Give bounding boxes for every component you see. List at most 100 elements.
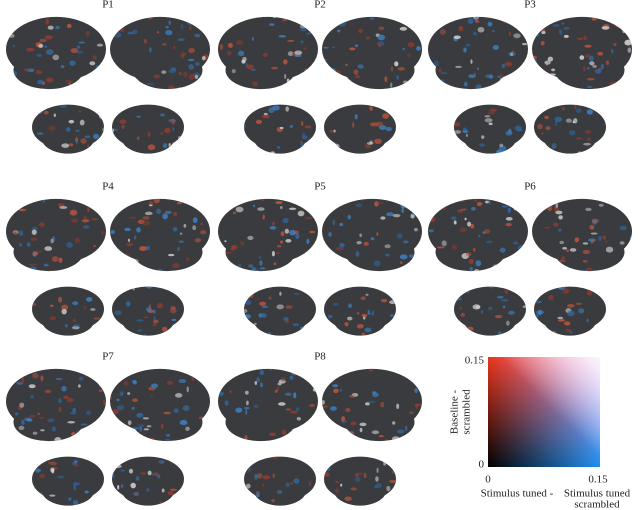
activation-speckle	[54, 437, 62, 442]
activation-speckle	[390, 334, 396, 336]
activation-speckle	[143, 316, 149, 319]
brain-surface	[322, 368, 422, 442]
brain-panel: P6	[428, 181, 632, 336]
activation-speckle	[119, 391, 124, 397]
activation-speckle	[40, 375, 44, 382]
activation-speckle	[428, 264, 432, 270]
activation-speckle	[353, 69, 359, 75]
activation-speckle	[256, 377, 261, 383]
activation-speckle	[294, 54, 302, 58]
activation-speckle	[544, 226, 551, 229]
activation-speckle	[383, 147, 389, 153]
activation-speckle	[337, 29, 341, 33]
activation-speckle	[16, 198, 21, 203]
activation-speckle	[143, 38, 148, 44]
activation-speckle	[293, 292, 301, 296]
brain-panel: P8	[218, 351, 422, 506]
activation-speckle	[73, 324, 81, 327]
activation-speckle	[269, 23, 275, 27]
activation-speckle	[67, 421, 76, 424]
activation-speckle	[339, 222, 344, 227]
activation-speckle	[476, 67, 479, 71]
activation-speckle	[224, 240, 227, 243]
activation-speckle	[536, 16, 541, 19]
activation-speckle	[541, 30, 546, 35]
activation-speckle	[601, 26, 610, 30]
activation-speckle	[175, 333, 180, 336]
activation-speckle	[202, 375, 206, 379]
activation-speckle	[412, 76, 421, 83]
activation-speckle	[132, 287, 135, 291]
activation-speckle	[537, 331, 544, 334]
activation-speckle	[349, 47, 356, 51]
activation-speckle	[44, 45, 47, 49]
activation-speckle	[263, 104, 267, 105]
brain-surface	[110, 368, 210, 442]
activation-speckle	[305, 68, 308, 73]
activation-speckle	[428, 229, 434, 233]
activation-speckle	[524, 104, 526, 108]
activation-speckle	[374, 452, 377, 454]
legend-x-max: 0.15	[588, 474, 608, 486]
activation-speckle	[204, 198, 209, 202]
activation-speckle	[83, 215, 87, 220]
activation-speckle	[344, 496, 352, 501]
activation-speckle	[171, 318, 177, 321]
activation-speckle	[467, 289, 470, 294]
activation-speckle	[112, 108, 116, 114]
activation-speckle	[101, 375, 106, 380]
activation-speckle	[127, 420, 132, 426]
activation-speckle	[15, 198, 19, 202]
activation-speckle	[165, 29, 173, 36]
activation-speckle	[512, 18, 515, 22]
activation-speckle	[615, 24, 622, 28]
activation-speckle	[296, 86, 304, 89]
activation-speckle	[548, 294, 554, 301]
activation-speckle	[77, 50, 84, 54]
activation-speckle	[512, 241, 519, 245]
activation-speckle	[335, 246, 344, 251]
activation-speckle	[287, 51, 294, 57]
activation-speckle	[520, 97, 522, 101]
activation-speckle	[230, 81, 235, 87]
activation-speckle	[276, 245, 282, 248]
activation-speckle	[15, 412, 19, 416]
activation-speckle	[627, 47, 632, 53]
activation-speckle	[103, 19, 106, 23]
activation-speckle	[494, 314, 503, 319]
activation-speckle	[244, 435, 248, 440]
activation-speckle	[558, 318, 566, 322]
activation-speckle	[414, 403, 422, 407]
activation-speckle	[405, 425, 408, 432]
brain	[244, 456, 316, 506]
activation-speckle	[147, 131, 151, 138]
activation-speckle	[481, 135, 485, 139]
activation-speckle	[284, 228, 289, 234]
activation-speckle	[600, 63, 604, 70]
activation-speckle	[61, 385, 67, 392]
activation-speckle	[38, 250, 43, 253]
activation-speckle	[332, 46, 335, 49]
activation-speckle	[125, 99, 128, 103]
activation-speckle	[350, 487, 357, 491]
activation-speckle	[402, 47, 406, 50]
activation-speckle	[417, 413, 421, 417]
activation-speckle	[413, 227, 418, 232]
activation-speckle	[28, 384, 36, 389]
activation-speckle	[392, 135, 396, 142]
activation-speckle	[312, 388, 318, 392]
activation-speckle	[401, 208, 405, 214]
activation-speckle	[244, 314, 251, 319]
activation-speckle	[285, 482, 290, 488]
brain-surface	[110, 198, 210, 272]
activation-speckle	[334, 480, 340, 484]
activation-speckle	[74, 237, 80, 244]
activation-speckle	[27, 68, 35, 73]
activation-speckle	[188, 47, 195, 54]
activation-speckle	[57, 475, 65, 479]
brain-surface	[534, 104, 606, 154]
activation-speckle	[330, 406, 337, 411]
activation-speckle	[47, 418, 55, 423]
activation-speckle	[300, 140, 303, 144]
activation-speckle	[293, 478, 300, 484]
